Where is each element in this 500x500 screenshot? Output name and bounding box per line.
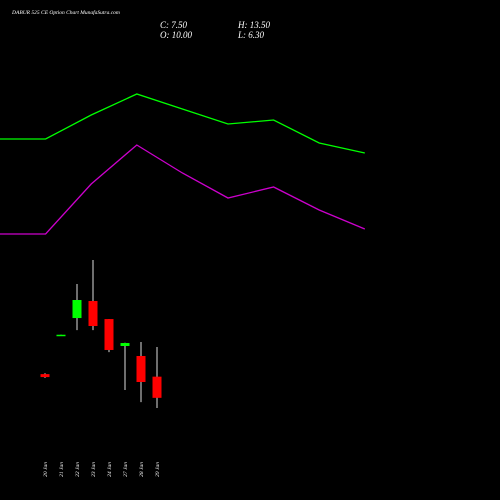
x-tick-label: 22 Jan bbox=[75, 462, 81, 477]
x-tick-label: 21 Jan bbox=[59, 462, 65, 477]
candle-body bbox=[88, 301, 98, 327]
x-tick-label: 27 Jan bbox=[123, 462, 129, 477]
indicator-line bbox=[0, 93, 365, 154]
candle-body bbox=[104, 319, 114, 350]
x-tick-label: 28 Jan bbox=[139, 462, 145, 477]
low-label: L: 6.30 bbox=[237, 30, 265, 40]
candle-body bbox=[72, 300, 82, 319]
candle-body bbox=[120, 343, 130, 346]
x-tick-label: 29 Jan bbox=[155, 462, 161, 477]
open-label: O: 10.00 bbox=[160, 30, 192, 40]
x-tick-label: 23 Jan bbox=[91, 462, 97, 477]
x-tick-label: 20 Jan bbox=[43, 462, 49, 477]
candle-body bbox=[136, 355, 146, 382]
high-label: H: 13.50 bbox=[237, 20, 270, 30]
indicator-line bbox=[0, 144, 366, 235]
close-label: C: 7.50 bbox=[160, 20, 188, 30]
x-tick-label: 24 Jan bbox=[106, 462, 113, 477]
candle-body bbox=[152, 376, 162, 398]
chart-title: DABUR 525 CE Option Chart MunafaSutra.co… bbox=[11, 9, 120, 16]
candle-body bbox=[56, 334, 66, 337]
candle-body bbox=[40, 374, 50, 378]
